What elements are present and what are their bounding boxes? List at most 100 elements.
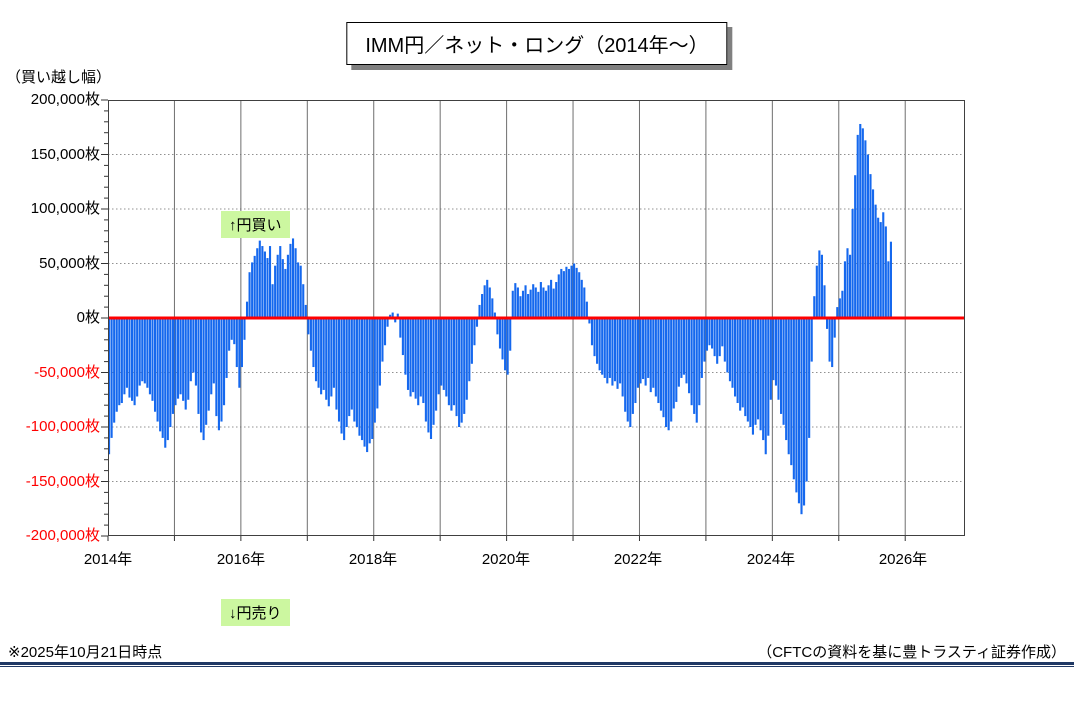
bar <box>401 318 404 356</box>
x-tick-label: 2016年 <box>216 551 266 568</box>
bar <box>695 318 698 423</box>
bar <box>340 318 343 434</box>
bar <box>271 284 274 318</box>
bar <box>248 272 251 318</box>
bar <box>332 318 335 388</box>
y-tick-label: -100,000枚 <box>25 418 100 435</box>
bar <box>539 282 542 318</box>
x-tick-label: 2018年 <box>348 551 398 568</box>
bar <box>810 318 813 362</box>
bar <box>803 318 806 506</box>
bar <box>151 318 154 401</box>
bar <box>202 318 205 441</box>
bar <box>463 318 466 414</box>
bar <box>199 318 203 433</box>
bar <box>555 282 558 318</box>
bar <box>619 318 622 384</box>
bar <box>700 318 703 378</box>
source-credit: （CFTCの資料を基に豊トラスティ証券作成） <box>757 644 1066 661</box>
bar <box>734 318 737 397</box>
bar <box>685 318 688 384</box>
bar <box>723 318 726 362</box>
bar <box>884 226 887 318</box>
bar <box>360 318 364 441</box>
bar <box>189 318 192 382</box>
bar <box>424 318 427 422</box>
bar <box>138 318 141 386</box>
bar <box>680 318 683 378</box>
bar <box>253 255 256 318</box>
bar <box>682 318 686 375</box>
bar <box>662 318 665 418</box>
bar <box>583 287 586 318</box>
x-tick-label: 2024年 <box>746 551 796 568</box>
bar <box>677 318 680 387</box>
y-tick-label: 0枚 <box>76 309 100 326</box>
bar <box>849 254 852 318</box>
bar <box>496 318 499 335</box>
bar <box>240 318 243 368</box>
bar <box>212 318 215 384</box>
bar <box>552 288 555 318</box>
bar <box>437 318 440 395</box>
bar <box>772 318 775 381</box>
bar <box>394 318 397 323</box>
bar <box>128 318 131 398</box>
bar <box>764 318 767 455</box>
bar <box>560 268 563 318</box>
bar <box>445 318 448 397</box>
bar <box>455 318 458 417</box>
bar <box>759 318 762 431</box>
bar <box>297 262 300 318</box>
bar <box>166 318 169 441</box>
bar <box>887 261 890 318</box>
bar <box>207 318 210 411</box>
bar <box>498 318 502 349</box>
bar <box>657 318 660 404</box>
bar <box>787 318 790 455</box>
bar <box>429 318 433 439</box>
bar <box>279 246 282 318</box>
bar <box>642 318 645 380</box>
bar <box>345 318 348 427</box>
bar <box>859 123 862 318</box>
bar <box>113 318 116 423</box>
bar <box>736 318 739 404</box>
bar <box>302 284 305 318</box>
bar <box>795 318 798 493</box>
bar <box>312 318 315 368</box>
bar <box>593 318 596 357</box>
bar <box>590 318 594 346</box>
zero-line <box>108 316 965 320</box>
bar <box>184 318 187 410</box>
bar <box>120 318 123 404</box>
bar <box>780 318 783 414</box>
bar <box>580 279 583 318</box>
bar <box>626 318 629 422</box>
bar <box>575 267 578 318</box>
bar <box>343 318 346 441</box>
bar <box>636 318 640 388</box>
bar <box>754 318 757 425</box>
bar <box>509 318 512 351</box>
bar <box>629 318 632 427</box>
bar <box>396 313 399 318</box>
bar <box>547 285 550 318</box>
bar <box>611 318 614 386</box>
bar <box>488 287 491 318</box>
bar <box>774 318 778 386</box>
bar <box>882 212 885 318</box>
bar <box>483 285 486 318</box>
bar <box>481 294 484 318</box>
bar <box>690 318 693 406</box>
bar <box>598 318 601 371</box>
bar <box>435 318 438 411</box>
bar <box>879 222 882 318</box>
bar <box>266 258 269 318</box>
bar <box>672 318 675 409</box>
bar <box>869 174 872 318</box>
bar <box>399 318 402 338</box>
bar <box>838 298 841 318</box>
as-of-date-note: ※2025年10月21日時点 <box>8 644 163 661</box>
bar <box>205 318 208 425</box>
